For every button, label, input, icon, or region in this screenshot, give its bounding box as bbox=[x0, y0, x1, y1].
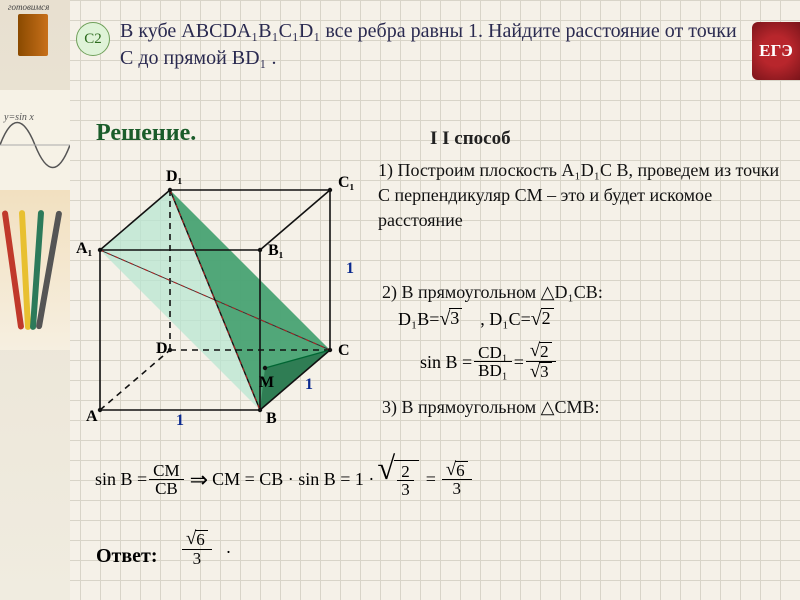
deco-sine-panel: y=sin x bbox=[0, 90, 70, 200]
slide-decoration-left: готовимся y=sin x bbox=[0, 0, 70, 600]
deco-pencils bbox=[0, 190, 70, 350]
answer-value: √6 3 . bbox=[180, 530, 231, 568]
deco-top-text: готовимся bbox=[8, 2, 49, 12]
frac-cm-cb: CM CB bbox=[149, 462, 183, 499]
sine-curve-icon: y=sin x bbox=[0, 90, 70, 200]
vertex-label-A: A bbox=[86, 408, 98, 426]
step-3-text: 3) В прямоугольном △CMB: bbox=[382, 395, 782, 420]
cube-diagram bbox=[80, 150, 380, 450]
expr-sinb-first: sin B = CD₁ BD₁ = √2 √3 bbox=[420, 342, 558, 382]
sqrt-2-icon: √2 bbox=[531, 308, 554, 331]
frac-sqrt2-sqrt3: √2 √3 bbox=[526, 342, 556, 382]
dimension-label: 1 bbox=[176, 412, 184, 430]
solution-heading: Решение. bbox=[96, 120, 196, 147]
d1b-label: D₁B= bbox=[398, 309, 439, 330]
vertex-label-C1: C₁ bbox=[338, 174, 354, 192]
method-heading: I I способ bbox=[430, 128, 511, 150]
step-2-text: 2) В прямоугольном △D₁CB: bbox=[382, 280, 782, 305]
d1c-label: , D₁C= bbox=[480, 309, 530, 330]
dimension-label: 1 bbox=[346, 260, 354, 278]
dimension-label: 1 bbox=[305, 376, 313, 394]
cm-eq-text: CM = CB · sin B = 1 · bbox=[212, 469, 374, 490]
step-1-text: 1) Построим плоскость A₁D₁C B, проведем … bbox=[378, 158, 793, 234]
sinb-label: sin B = bbox=[420, 352, 472, 373]
frac-cd1-bd1: CD₁ BD₁ bbox=[474, 344, 512, 381]
sinb-label-2: sin B = bbox=[95, 469, 147, 490]
expr-sinb-second-full: sin B = CM CB ⇒ CM = CB · sin B = 1 · √ … bbox=[95, 460, 474, 500]
svg-text:y=sin x: y=sin x bbox=[3, 112, 34, 123]
expr-d1b-d1c: D₁B= √3 , D₁C= √2 bbox=[398, 308, 554, 331]
exam-logo-badge: ЕГЭ bbox=[752, 22, 800, 80]
deco-book-icon bbox=[18, 14, 48, 56]
vertex-label-B: B bbox=[266, 410, 277, 428]
vertex-label-A1: A₁ bbox=[76, 240, 92, 258]
vertex-label-B1: B₁ bbox=[268, 242, 283, 260]
result-frac: √6 3 bbox=[442, 461, 472, 499]
vertex-label-C: C bbox=[338, 342, 350, 360]
vertex-label-D: D bbox=[156, 340, 168, 358]
task-number-badge: С2 bbox=[76, 22, 110, 56]
answer-heading: Ответ: bbox=[96, 545, 158, 568]
sqrt-3-icon: √3 bbox=[439, 308, 462, 331]
vertex-label-M: M bbox=[259, 374, 274, 392]
problem-statement: В кубе ABCDA₁B₁C₁D₁ все ребра равны 1. Н… bbox=[120, 18, 740, 72]
vertex-label-D1: D₁ bbox=[166, 168, 182, 186]
